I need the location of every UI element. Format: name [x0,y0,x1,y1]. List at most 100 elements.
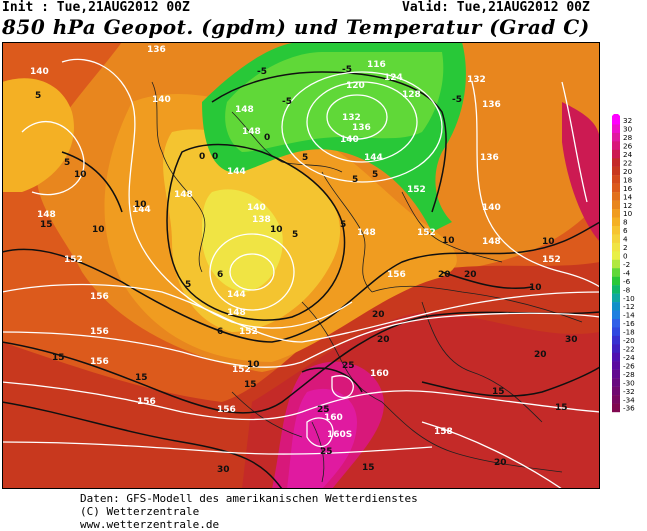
colorbar-label: -30 [623,378,635,387]
colorbar-label: -6 [623,277,631,286]
colorbar-label: -32 [623,387,635,396]
temp-label: 30 [217,465,230,475]
temp-label: 10 [92,225,105,235]
colorbar-swatch [612,158,620,167]
geo-label: 148 [174,190,193,200]
temp-label: 20 [464,270,477,280]
geo-label: 152 [542,255,561,265]
temp-label: 10 [74,170,87,180]
geo-label: 132 [342,113,361,123]
temp-label: 30 [565,335,578,345]
colorbar-swatch [612,318,620,328]
geo-label: 136 [480,153,499,163]
temp-label: 20 [494,458,507,468]
temp-label: 5 [352,175,358,185]
colorbar-label: 22 [623,158,632,167]
colorbar-label: 16 [623,184,633,193]
temp-label: 10 [270,225,283,235]
chart-title: 850 hPa Geopot. (gpdm) und Temperatur (G… [2,15,590,39]
colorbar-swatch [612,403,620,413]
colorbar-swatch [612,124,620,134]
temp-label: 10 [542,237,555,247]
geo-label: 140 [482,203,501,213]
colorbar-label: -22 [623,345,635,354]
footer-data-source: Daten: GFS-Modell des amerikanischen Wet… [80,492,418,505]
temp-label: -5 [342,65,352,75]
colorbar-label: -36 [623,404,635,413]
geo-label: 156 [90,327,109,337]
temp-label: 0 [264,133,270,143]
temp-label: 6 [217,327,223,337]
valid-time: Valid: Tue,21AUG2012 00Z [402,0,590,15]
geo-label: 148 [482,237,501,247]
temp-label: 10 [247,360,260,370]
geo-label: 148 [357,228,376,238]
geo-label: 152 [407,185,426,195]
temp-label: 6 [217,270,223,280]
geo-label: 156 [137,397,156,407]
geo-label: 156 [90,292,109,302]
temp-label: 5 [292,230,298,240]
colorbar-label: 0 [623,252,628,261]
colorbar-label: 20 [623,167,633,176]
geo-label: 140 [152,95,171,105]
temp-label: 5 [64,158,70,168]
colorbar-label: 18 [623,175,633,184]
colorbar-label: -14 [623,311,635,320]
colorbar-label: -28 [623,370,635,379]
geo-label: 152 [232,365,251,375]
colorbar-label: 26 [623,142,633,151]
temp-field-west-yellow [2,78,74,192]
colorbar-label: 6 [623,226,628,235]
colorbar-swatch [612,352,620,362]
geo-label: 156 [387,270,406,280]
weather-map: 136 140 140 148 148 116 120 124 128 132 … [2,42,600,489]
temp-label: 10 [134,200,147,210]
geo-label: 140 [30,67,49,77]
colorbar-swatch [612,234,620,244]
colorbar-swatch [612,378,620,387]
colorbar-swatch [612,268,620,277]
geo-label: 144 [132,205,151,215]
geo-label: 136 [352,123,371,133]
temp-label: -5 [257,67,267,77]
colorbar-swatch [612,200,620,210]
temp-label: 5 [372,170,378,180]
temp-label: 15 [362,463,375,473]
geo-label: 116 [367,60,386,70]
colorbar-swatch [612,116,620,125]
geo-label: 144 [364,153,383,163]
colorbar-swatch [612,361,620,370]
geopotential-contours [2,58,600,489]
colorbar-label: -24 [623,353,635,362]
geo-label: 158 [434,427,453,437]
colorbar-swatch [612,302,620,311]
colorbar-label: 24 [623,150,633,159]
temperature-labels: 5 5 0 0 -5 -5 -5 -5 0 5 5 5 5 5 10 10 10… [35,65,578,475]
colorbar-top-arrow [612,114,620,116]
geo-label: 156 [217,405,236,415]
colorbar-swatch [612,132,620,142]
colorbar-label: 14 [623,192,633,201]
temp-label: 5 [185,280,191,290]
colorbar-label: -20 [623,336,635,345]
colorbar-swatch [612,209,620,218]
geo-label: 128 [402,90,421,100]
colorbar-swatch [612,310,620,320]
colorbar-label: -12 [623,302,635,311]
colorbar-label: 32 [623,116,632,125]
geo-label: 148 [227,308,246,318]
temp-field-pale-yellow [202,189,283,292]
temp-label: -5 [452,95,462,105]
colorbar-swatch [612,276,620,286]
footer-copyright: (C) Wetterzentrale [80,505,200,518]
temp-label: 15 [40,220,53,230]
temp-label: 5 [340,220,346,230]
geo-label: 132 [467,75,486,85]
colorbar-swatch [612,344,620,353]
geo-label: 160 [324,413,343,423]
colorbar-label: 10 [623,209,633,218]
colorbar-swatch [612,335,620,345]
temp-label: 25 [317,405,330,415]
temp-label: 5 [35,91,41,101]
